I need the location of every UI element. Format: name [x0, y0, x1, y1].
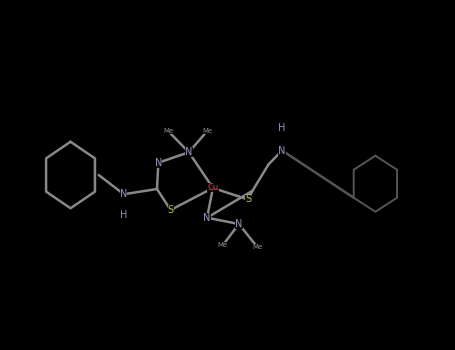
Text: N: N: [235, 219, 243, 229]
Text: N: N: [278, 146, 286, 155]
Text: Me: Me: [252, 244, 262, 250]
Text: Cu: Cu: [207, 183, 218, 192]
Text: N: N: [120, 189, 127, 199]
Text: S: S: [245, 195, 251, 204]
Text: N: N: [155, 158, 162, 168]
Text: S: S: [167, 205, 174, 215]
Text: H: H: [278, 123, 286, 133]
Text: H: H: [120, 210, 127, 220]
Text: N: N: [185, 147, 192, 157]
Text: Me: Me: [163, 128, 173, 134]
Text: N: N: [203, 213, 211, 223]
Text: Me: Me: [218, 242, 228, 248]
Text: Me: Me: [202, 128, 212, 134]
